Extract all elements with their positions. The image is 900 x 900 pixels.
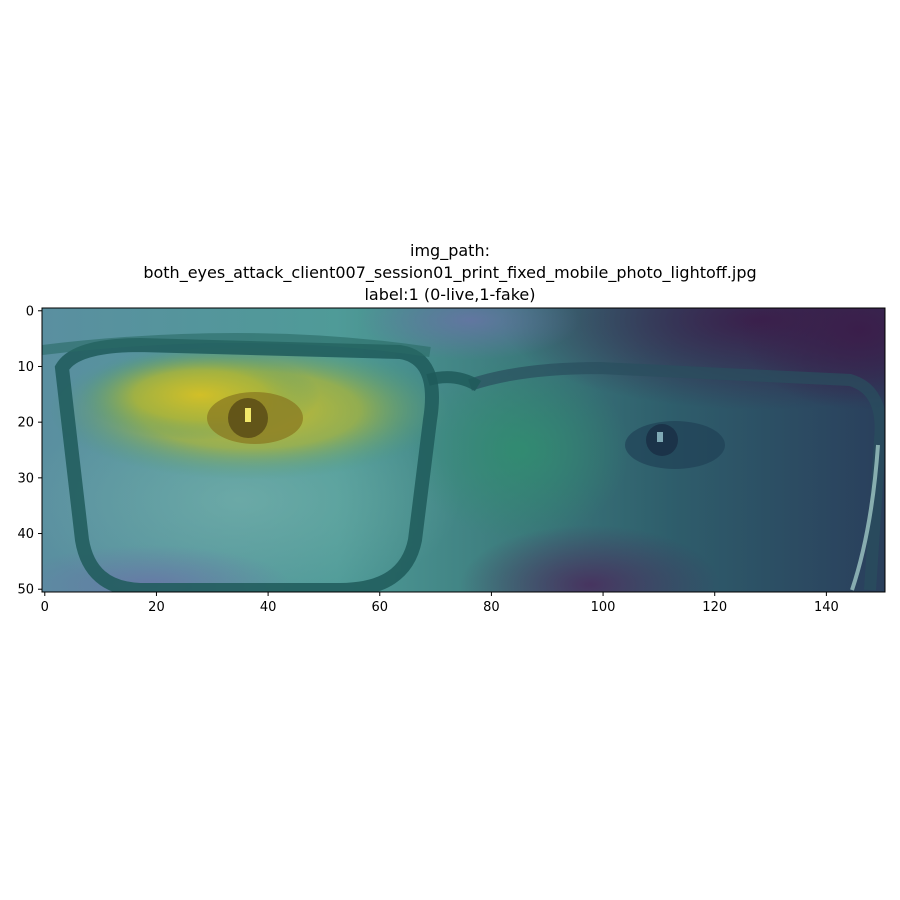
y-tick-label: 50 [17, 583, 34, 598]
x-tick-label: 80 [483, 600, 500, 615]
y-tick-label: 30 [17, 471, 34, 486]
x-tick-label: 100 [591, 600, 616, 615]
title-line-2: both_eyes_attack_client007_session01_pri… [143, 263, 757, 282]
y-tick-label: 40 [17, 527, 34, 542]
x-tick-label: 120 [702, 600, 727, 615]
glasses-frame-right [468, 361, 885, 591]
x-axis: 0 20 40 60 80 100 120 140 [41, 592, 839, 615]
x-tick-label: 0 [41, 600, 49, 615]
y-tick-label: 10 [17, 360, 34, 375]
title-line-1: img_path: [410, 241, 490, 260]
glasses-bridge [426, 371, 482, 392]
y-axis: 0 10 20 30 40 50 [17, 304, 42, 598]
x-tick-label: 20 [148, 600, 165, 615]
x-tick-label: 60 [371, 600, 388, 615]
x-tick-label: 140 [814, 600, 839, 615]
axes-frame [41, 307, 886, 593]
figure-title: img_path: both_eyes_attack_client007_ses… [0, 240, 900, 306]
title-line-3: label:1 (0-live,1-fake) [364, 285, 536, 304]
x-tick-label: 40 [260, 600, 277, 615]
heatmap-image [42, 308, 885, 592]
y-tick-label: 0 [26, 304, 34, 319]
y-tick-label: 20 [17, 416, 34, 431]
